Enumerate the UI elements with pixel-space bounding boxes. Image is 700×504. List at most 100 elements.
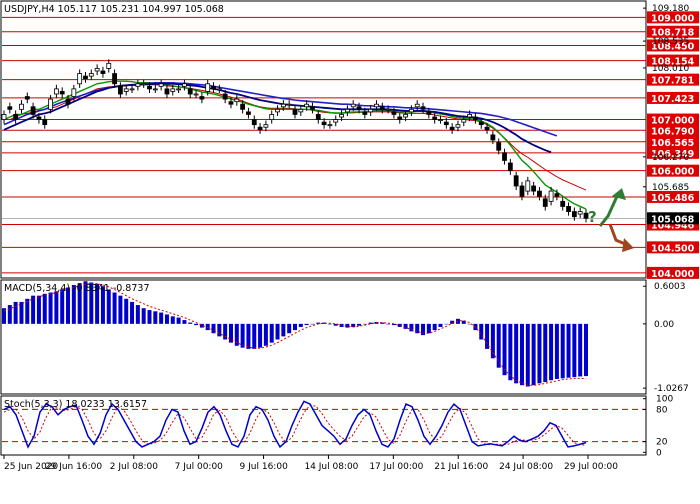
level-label: 106.565 — [651, 138, 694, 149]
time-tick-label: 9 Jul 16:00 — [240, 462, 289, 472]
macd-bar — [549, 323, 554, 381]
candle-body — [234, 98, 240, 103]
candle-body — [379, 106, 385, 110]
level-label-bg — [647, 266, 699, 279]
macd-bar — [514, 323, 519, 384]
macd-tick-label: -1.0267 — [654, 384, 689, 394]
time-tick-label: 21 Jul 16:00 — [434, 462, 488, 472]
macd-bar — [496, 323, 501, 368]
macd-bar — [118, 295, 123, 324]
level-label: 106.000 — [651, 167, 695, 178]
candle-body — [537, 190, 542, 197]
candle-body — [473, 116, 478, 120]
candle-body — [158, 83, 164, 87]
candle-body — [525, 180, 531, 192]
candle-body — [182, 83, 187, 87]
macd-bar — [258, 323, 263, 348]
level-label: 104.946 — [651, 221, 695, 232]
candle-body — [403, 114, 408, 118]
macd-bar — [130, 301, 135, 324]
macd-bar — [322, 322, 327, 324]
level-label: 104.000 — [651, 269, 695, 280]
candle-body — [321, 121, 327, 126]
macd-bar — [572, 323, 577, 378]
candle-body — [385, 108, 391, 111]
macd-bar — [176, 317, 181, 324]
macd-bar — [519, 323, 524, 386]
level-label: 105.486 — [651, 193, 695, 204]
candle-body — [59, 91, 65, 95]
macd-bar — [421, 323, 426, 336]
macd-bar — [147, 310, 152, 324]
macd-bar — [397, 323, 402, 327]
candle-body — [112, 73, 117, 85]
macd-label: MACD(5,34,4) -0.8341 -0.8737 — [4, 283, 149, 294]
macd-bar — [554, 323, 559, 379]
macd-bar — [409, 323, 414, 332]
price-panel: 109.000 108.718 108.450 108.154 107.781 107.4… — [0, 0, 699, 280]
candle-body — [519, 185, 525, 197]
candle-body — [205, 83, 211, 92]
time-tick-label: 7 Jul 00:00 — [175, 462, 224, 472]
stoch-tick-label: 80 — [656, 405, 668, 415]
macd-bar — [194, 323, 199, 326]
candle-body — [304, 103, 310, 108]
candle-body — [478, 121, 484, 126]
candle-body — [339, 114, 344, 118]
macd-bar — [584, 323, 588, 377]
level-label-bg — [647, 25, 699, 38]
candle-body — [298, 108, 304, 113]
macd-bar — [31, 295, 36, 324]
level-label-bg — [647, 91, 699, 104]
macd-bar — [211, 323, 216, 334]
candle-body — [531, 185, 537, 192]
candle-body — [554, 193, 560, 197]
candle-body — [170, 88, 176, 92]
candle-body — [83, 75, 88, 80]
stoch-k-line — [3, 400, 587, 449]
candle-body — [222, 93, 228, 100]
candle-body — [246, 111, 251, 115]
macd-bar — [543, 323, 548, 383]
stoch-tick-label: 20 — [656, 438, 668, 448]
stoch-frame — [0, 395, 647, 456]
macd-bar — [95, 283, 100, 324]
price-tick-label: 109.180 — [652, 4, 689, 14]
macd-bar — [479, 323, 484, 340]
candle-body — [187, 88, 193, 95]
candle-body — [467, 114, 473, 118]
level-label-bg — [647, 113, 699, 126]
candle-body — [13, 114, 19, 120]
candle-body — [443, 121, 449, 126]
candle-body — [426, 111, 432, 115]
macd-bar — [537, 323, 542, 384]
current-price-label: 105.068 — [651, 214, 695, 225]
macd-bar — [490, 323, 495, 359]
macd-bar — [170, 316, 175, 324]
price-tick-label: 106.270 — [652, 153, 689, 163]
candle-body — [135, 83, 141, 87]
macd-bar — [310, 323, 315, 325]
macd-bar — [164, 314, 169, 324]
candle-body — [490, 134, 496, 141]
stoch-d-line — [3, 404, 587, 446]
level-label-bg — [647, 54, 699, 67]
candle-body — [397, 116, 403, 120]
macd-bar — [502, 323, 507, 376]
candle-body — [560, 200, 566, 207]
macd-bar — [525, 323, 530, 387]
candle-body — [36, 116, 42, 120]
candle-body — [414, 103, 420, 108]
candle-body — [461, 119, 467, 123]
macd-bar — [298, 323, 303, 327]
macd-bar — [19, 301, 24, 324]
candle-body — [53, 88, 59, 95]
macd-bar — [391, 323, 396, 326]
level-label: 106.790 — [651, 126, 695, 137]
level-label-bg — [647, 124, 699, 137]
candle-body — [48, 98, 53, 110]
macd-bar — [403, 323, 408, 329]
candle-body — [176, 88, 182, 91]
macd-bar — [357, 323, 362, 326]
ma-blue-line — [3, 81, 558, 137]
